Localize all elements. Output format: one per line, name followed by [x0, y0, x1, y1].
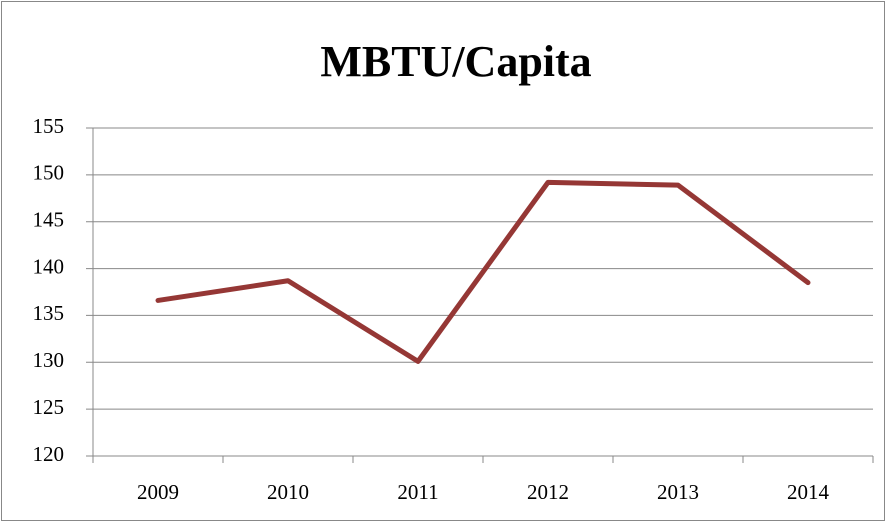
x-tick-label: 2013: [657, 480, 699, 504]
y-tick-label: 155: [33, 114, 65, 138]
y-tick-label: 145: [33, 208, 65, 232]
chart-border: [1, 1, 885, 521]
y-tick-label: 135: [33, 301, 65, 325]
y-tick-label: 150: [33, 161, 65, 185]
y-tick-label: 120: [33, 442, 65, 466]
x-tick-label: 2012: [527, 480, 569, 504]
x-tick-label: 2009: [137, 480, 179, 504]
x-tick-label: 2014: [787, 480, 830, 504]
y-tick-label: 125: [33, 395, 65, 419]
y-tick-label: 130: [33, 348, 65, 372]
y-tick-label: 140: [33, 254, 65, 278]
x-tick-label: 2011: [397, 480, 438, 504]
data-line: [155, 179, 811, 364]
x-tick-label: 2010: [267, 480, 309, 504]
chart-title: MBTU/Capita: [320, 37, 591, 86]
